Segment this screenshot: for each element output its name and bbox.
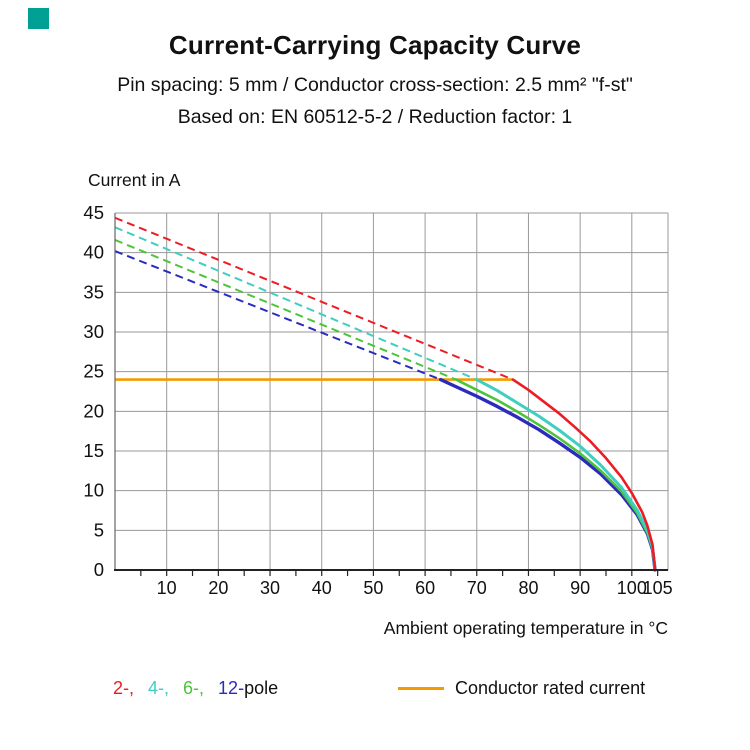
- legend-poles: 2-, 4-, 6-, 12-pole: [113, 678, 278, 699]
- y-tick-label: 40: [83, 242, 104, 263]
- 4-pole-curve: [475, 378, 657, 572]
- subtitle-line-1: Pin spacing: 5 mm / Conductor cross-sect…: [117, 74, 633, 96]
- y-tick-label: 5: [94, 519, 104, 540]
- 6-pole-curve: [454, 378, 657, 572]
- capacity-chart: 0 5 10 15 20 25 30 35 40 45 10 20 30 40 50 60 70 80 90 1001…: [83, 202, 673, 598]
- x-tick-label: 40: [312, 578, 332, 598]
- y-tick-label: 15: [83, 440, 104, 461]
- 12-pole-curve: [438, 377, 657, 572]
- y-tick-label: 30: [83, 321, 104, 342]
- x-tick-label: 80: [518, 578, 538, 598]
- x-tick-label: 70: [467, 578, 487, 598]
- rated-current-label: Conductor rated current: [455, 678, 646, 698]
- y-tick-label: 35: [83, 281, 104, 302]
- y-tick-label: 20: [83, 400, 104, 421]
- page-title: Current-Carrying Capacity Curve: [168, 30, 582, 60]
- 4-pole-derated-dashed-curve: [114, 226, 478, 381]
- legend-rated: Conductor rated current: [398, 678, 645, 699]
- 2-pole-derated-dashed-curve: [114, 216, 514, 381]
- x-axis-title: Ambient operating temperature in °C: [383, 618, 668, 638]
- legend-item-6-pole: 6-,: [183, 678, 205, 698]
- legend-item-12-pole: 12-: [218, 678, 245, 698]
- y-axis-title: Current in A: [88, 170, 181, 190]
- legend-pole-suffix: pole: [244, 678, 279, 698]
- x-tick-label: 30: [260, 578, 280, 598]
- y-tick-label: 10: [83, 480, 104, 501]
- x-tick-label: 60: [415, 578, 435, 598]
- x-tick-label: 100: [617, 578, 647, 598]
- legend-item-2-pole: 2-,: [113, 678, 135, 698]
- 6-pole-derated-dashed-curve: [114, 239, 457, 381]
- y-tick-label: 25: [83, 361, 104, 382]
- brand-mark: [28, 8, 49, 29]
- x-tick-label: 90: [570, 578, 590, 598]
- 2-pole-curve: [511, 378, 657, 572]
- x-tick-label: 20: [208, 578, 228, 598]
- subtitle-line-2: Based on: EN 60512-5-2 / Reduction facto…: [177, 106, 573, 128]
- legend-item-4-pole: 4-,: [148, 678, 170, 698]
- 12-pole-derated-dashed-curve: [114, 250, 441, 381]
- x-tick-label: 105: [643, 578, 673, 598]
- y-tick-label: 0: [94, 559, 104, 580]
- x-tick-label: 10: [157, 578, 177, 598]
- rated-current-line-swatch: [398, 687, 444, 690]
- y-tick-label: 45: [83, 202, 104, 223]
- x-tick-label: 50: [363, 578, 383, 598]
